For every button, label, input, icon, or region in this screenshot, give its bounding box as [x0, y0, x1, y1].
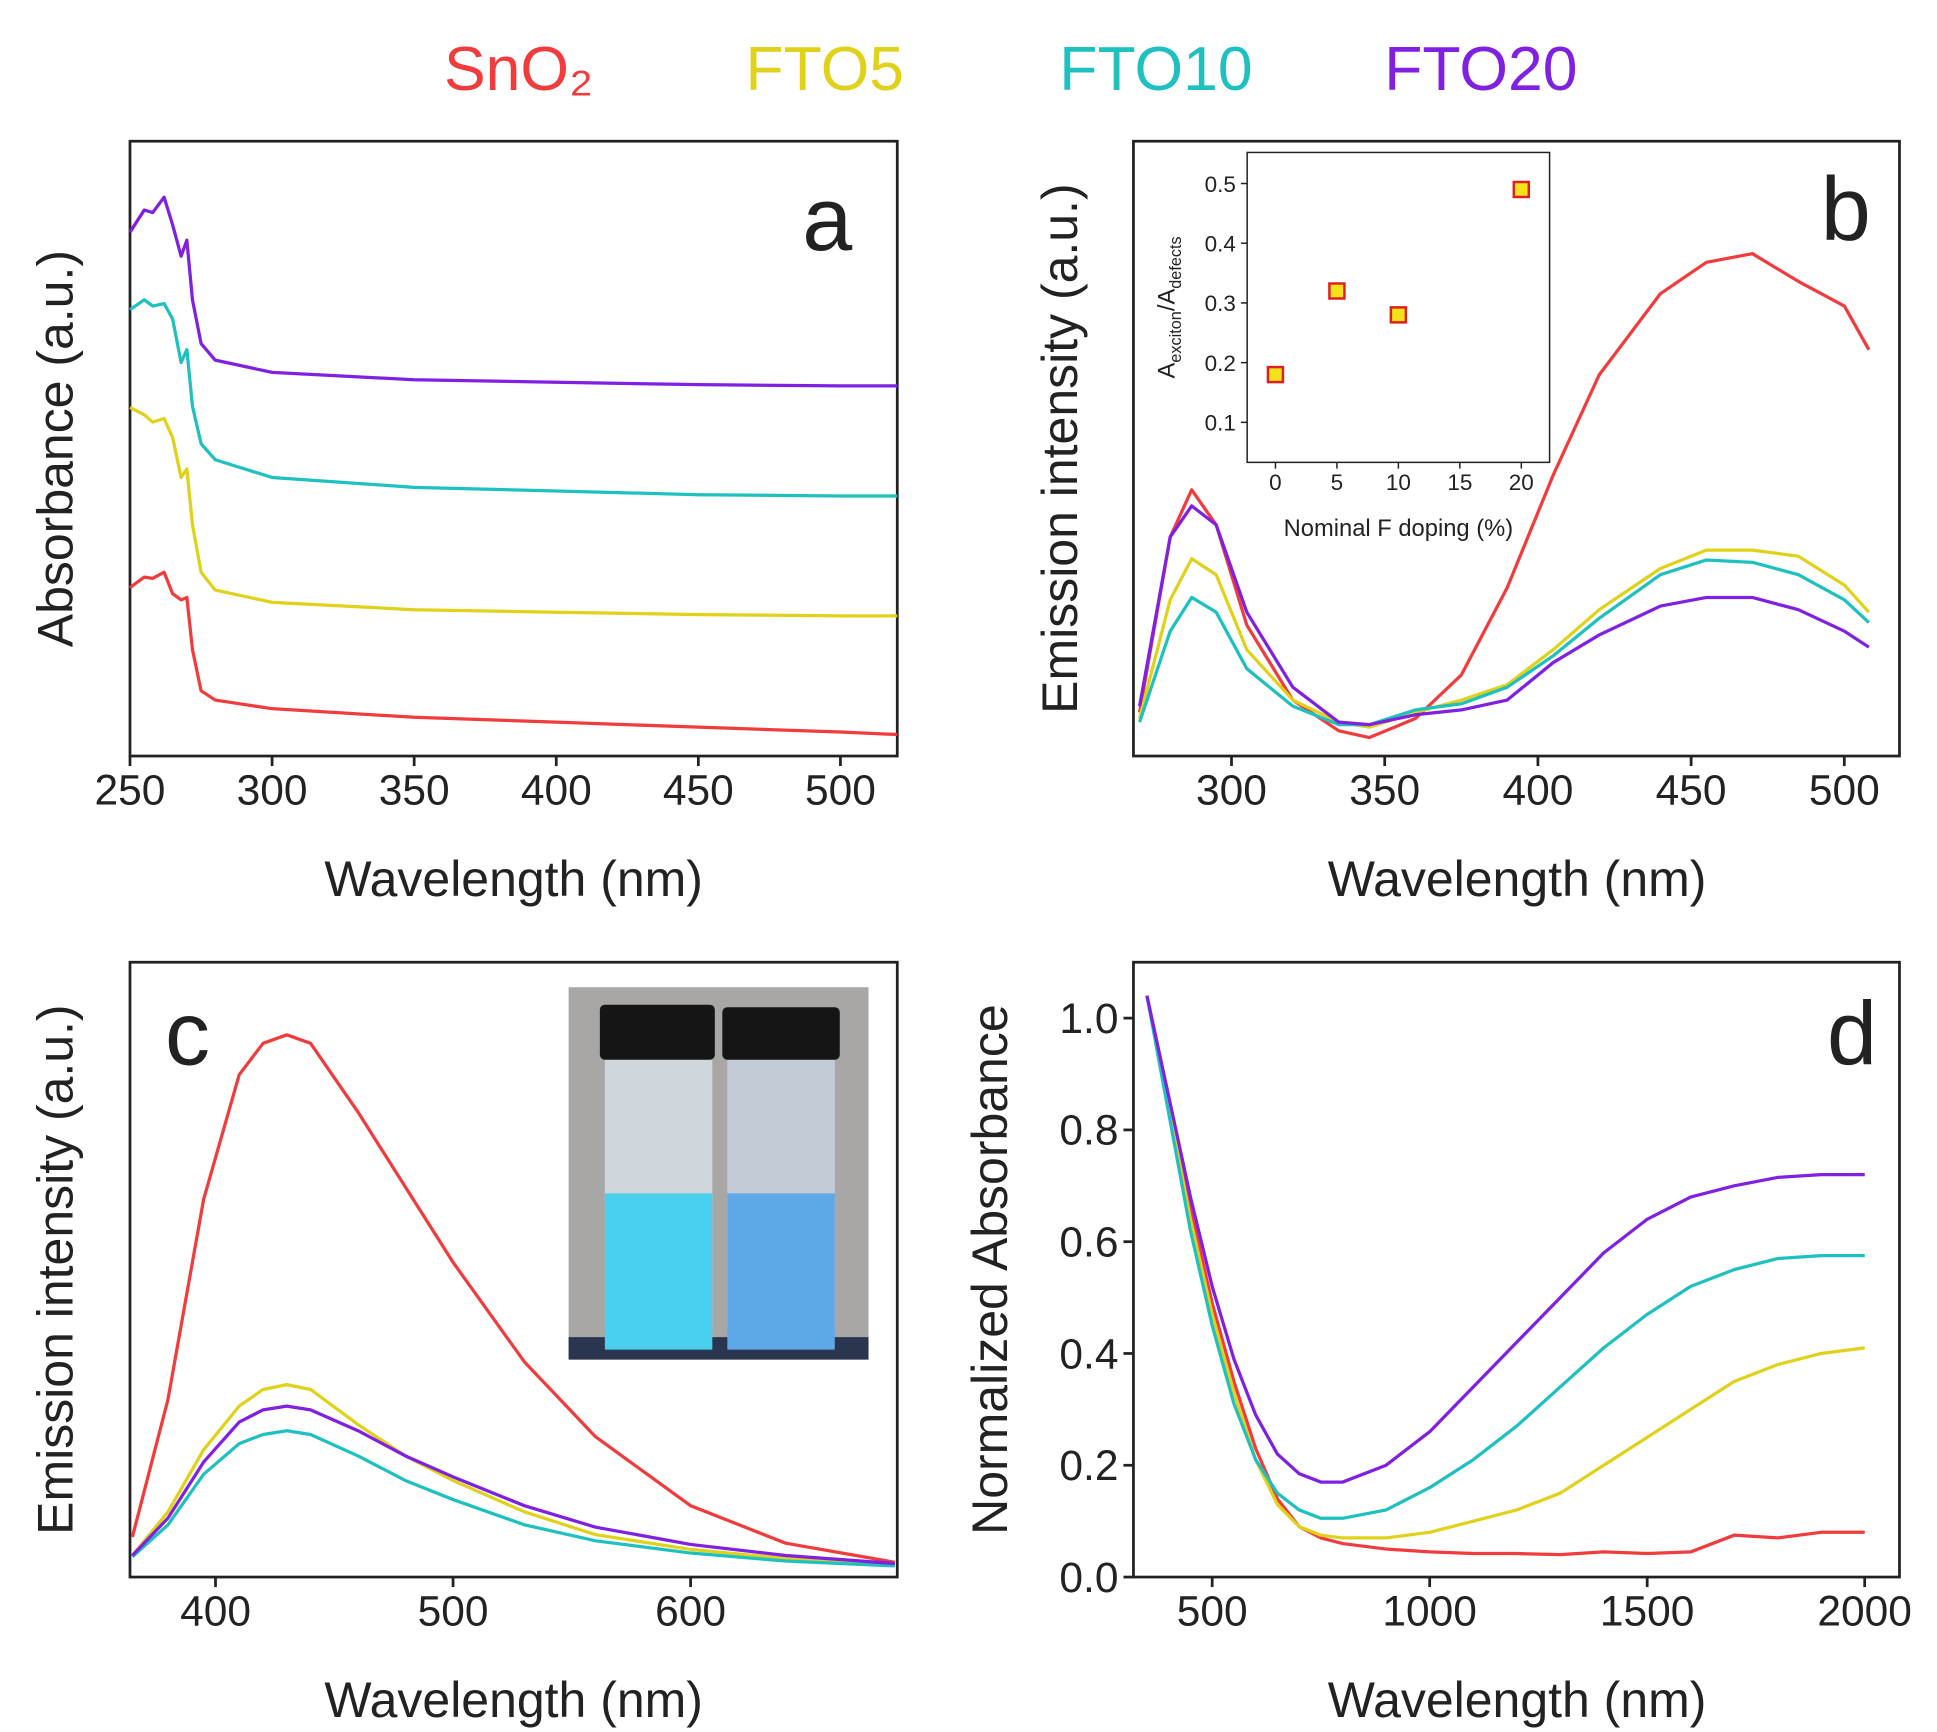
panel-label: a: [802, 170, 853, 270]
photo-inset: [568, 987, 869, 1360]
label-part: A: [1155, 362, 1181, 378]
plot-frame: [1132, 139, 1901, 758]
x-axis-label: Wavelength (nm): [1328, 851, 1707, 907]
y-tick-label: 0.5: [1205, 172, 1236, 197]
x-tick-label: 2000: [1817, 1588, 1911, 1635]
x-tick-label: 450: [1656, 767, 1727, 814]
x-tick-label: 250: [95, 767, 166, 814]
series-line: [129, 298, 898, 498]
series-line: [129, 405, 898, 618]
series-line: [128, 195, 898, 388]
scatter-point: [1389, 306, 1408, 324]
x-axis-label: Wavelength (nm): [324, 851, 703, 907]
series-line: [1145, 995, 1865, 1520]
legend-entry: SnO₂: [444, 34, 593, 104]
vial-glow: [727, 1193, 835, 1350]
panel-label: b: [1821, 160, 1871, 260]
series-line: [1145, 995, 1865, 1484]
plot-frame: [1132, 960, 1901, 1579]
y-tick-label: 0.3: [1205, 291, 1236, 316]
y-tick-label: 0.0: [1059, 1555, 1118, 1602]
series-line: [1138, 558, 1870, 727]
x-tick-label: 350: [1349, 767, 1420, 814]
y-tick-label: 0.8: [1059, 1108, 1118, 1155]
series-line: [131, 1404, 896, 1566]
x-tick-label: 300: [237, 767, 308, 814]
vial-cap: [722, 1007, 840, 1060]
series-line: [1137, 504, 1870, 727]
x-axis-label: Wavelength (nm): [1328, 1672, 1707, 1728]
x-tick-label: 15: [1447, 470, 1472, 495]
inset-x-label: Nominal F doping (%): [1284, 516, 1514, 542]
label-part: /A: [1155, 289, 1181, 312]
y-tick-label: 0.2: [1059, 1443, 1118, 1490]
x-axis-label: Wavelength (nm): [324, 1672, 703, 1728]
legend-entry: FTO5: [746, 34, 905, 104]
panel: 300 350 400 450 500: [1132, 139, 1901, 814]
label-part: exciton: [1167, 311, 1185, 362]
series-line: [131, 1382, 895, 1567]
series-line: [131, 1429, 895, 1568]
y-axis-label: Normalized Absorbance: [962, 1004, 1018, 1535]
x-tick-label: 500: [1177, 1588, 1248, 1635]
legend: SnO₂ FTO5 FTO10 FTO20: [444, 34, 1577, 104]
x-tick-label: 20: [1509, 470, 1534, 495]
x-tick-label: 400: [1502, 767, 1573, 814]
plot-frame: [128, 139, 899, 758]
plot-frame: [128, 960, 899, 1579]
legend-entry: FTO20: [1384, 34, 1577, 104]
x-tick-label: 1500: [1600, 1588, 1694, 1635]
series-line: [1145, 995, 1865, 1540]
y-tick-label: 0.4: [1205, 231, 1236, 256]
inset-y-label: Aexciton/Adefects: [1155, 236, 1185, 378]
x-tick-label: 0: [1269, 470, 1282, 495]
x-tick-label: 400: [180, 1588, 251, 1635]
series-line: [129, 570, 898, 737]
x-tick-label: 600: [655, 1588, 726, 1635]
panel: 500 1000 1500 2000 0.0 0.2 0.4 0.6 0.8 1.0: [1059, 960, 1912, 1635]
series-line: [1145, 995, 1865, 1557]
y-tick-label: 0.2: [1205, 351, 1236, 376]
panel: 400 500 600: [128, 960, 899, 1635]
x-tick-label: 1000: [1382, 1588, 1476, 1635]
y-axis-label: Emission intensity (a.u.): [1032, 183, 1088, 713]
x-tick-label: 450: [663, 767, 734, 814]
series-line: [1138, 548, 1871, 729]
panel: 250 300 350 400 450 500: [95, 139, 899, 814]
y-tick-label: 0.4: [1059, 1331, 1118, 1378]
scatter-point: [1266, 365, 1285, 384]
y-axis-label: Absorbance (a.u.): [28, 250, 84, 647]
x-tick-label: 400: [521, 767, 592, 814]
panel: 0 5 10 15 20 0.1 0.2 0.3 0.4 0.5: [1205, 151, 1551, 495]
x-tick-label: 5: [1331, 470, 1344, 495]
scatter-point: [1512, 180, 1531, 199]
y-tick-label: 1.0: [1059, 996, 1118, 1043]
label-part: defects: [1167, 236, 1185, 288]
vial-glow: [604, 1193, 713, 1350]
x-tick-label: 500: [805, 767, 876, 814]
x-tick-label: 10: [1386, 470, 1411, 495]
legend-entry: FTO10: [1059, 34, 1252, 104]
y-axis-label: Emission intensity (a.u.): [28, 1004, 84, 1534]
x-tick-label: 350: [379, 767, 450, 814]
panel-label: c: [165, 985, 210, 1085]
series-line: [130, 1033, 896, 1564]
x-tick-label: 300: [1196, 767, 1267, 814]
y-tick-label: 0.6: [1059, 1220, 1118, 1267]
panel-label: d: [1827, 985, 1877, 1085]
x-tick-label: 500: [418, 1588, 489, 1635]
vial-cap: [599, 1004, 715, 1060]
scatter-point: [1328, 282, 1346, 300]
x-tick-label: 500: [1809, 767, 1880, 814]
y-tick-label: 0.1: [1205, 411, 1236, 436]
